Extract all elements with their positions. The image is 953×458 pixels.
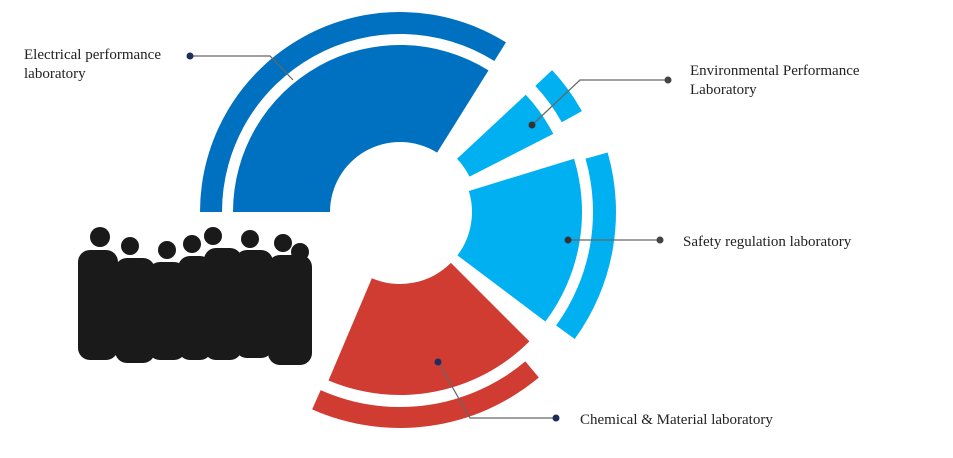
label-line: laboratory	[24, 66, 86, 82]
ring-chart	[200, 11, 616, 428]
leader-dots	[186, 52, 672, 422]
ring-segment	[233, 44, 489, 212]
label-line: Environmental Performance	[690, 63, 860, 79]
label-line: Safety regulation laboratory	[683, 234, 852, 250]
label-line: Electrical performance	[24, 47, 161, 63]
ring-segment	[457, 94, 554, 177]
label-line: Chemical & Material laboratory	[580, 412, 773, 428]
ring-segment	[556, 152, 616, 339]
crowd-silhouette	[78, 227, 312, 365]
ring-segment	[312, 361, 539, 428]
leader-lines	[190, 55, 668, 419]
label-line: Laboratory	[690, 82, 757, 98]
ring-segment	[457, 158, 583, 322]
ring-segment	[535, 70, 582, 123]
ring-segment	[328, 262, 530, 395]
